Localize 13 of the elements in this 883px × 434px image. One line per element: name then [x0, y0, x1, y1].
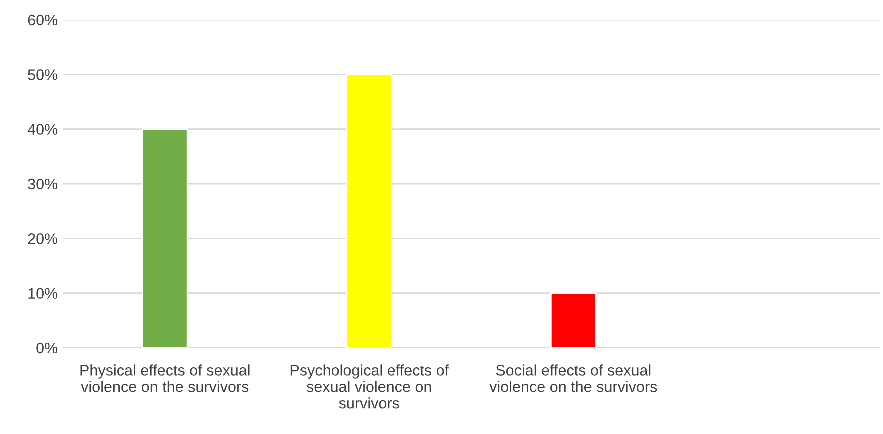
y-tick-label: 20% [28, 234, 58, 244]
y-tick-label: 10% [28, 288, 58, 300]
y-tick-label: 50% [28, 70, 58, 80]
y-tick-label: 40% [28, 124, 58, 136]
x-tick-label: Psychological effects of sexual violence on survivors [290, 364, 450, 409]
x-tick-label: Social effects of sexual violence on the survivors [490, 364, 658, 392]
bar [142, 128, 188, 348]
x-tick-label: Physical effects of sexual violence on the survivors [80, 364, 250, 392]
y-tick-label: 60% [28, 14, 58, 26]
y-tick-label: 30% [28, 178, 58, 190]
bar [550, 292, 597, 348]
y-tick-label: 0% [36, 342, 58, 354]
bar [346, 74, 393, 348]
